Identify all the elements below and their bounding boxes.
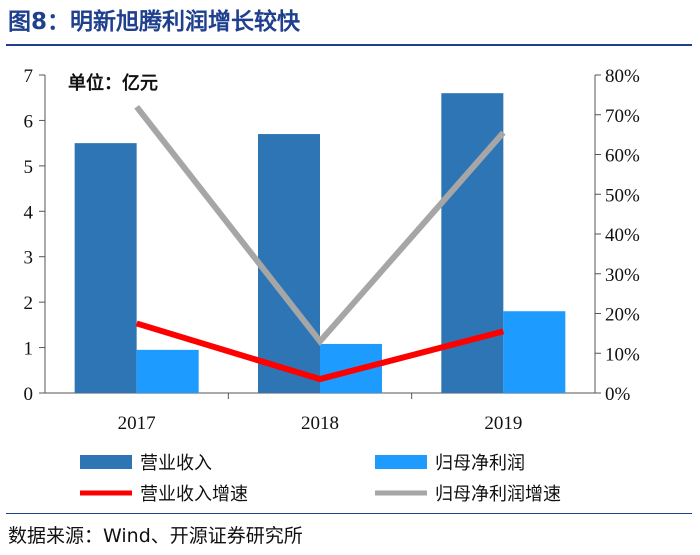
right-tick-label: 70% [605, 106, 640, 127]
legend-label: 营业收入增速 [140, 484, 248, 505]
left-tick-label: 0 [24, 384, 34, 405]
source-note: 数据来源：Wind、开源证券研究所 [8, 525, 303, 547]
title-divider [6, 44, 692, 46]
unit-label: 单位：亿元 [68, 72, 158, 94]
source-divider [6, 513, 692, 514]
right-tick-label: 20% [605, 305, 640, 326]
legend-swatch [80, 455, 132, 469]
legend-label: 归母净利润 [435, 453, 525, 474]
left-tick-label: 2 [24, 293, 34, 314]
legend-label: 归母净利润增速 [435, 484, 561, 505]
left-tick-label: 7 [24, 66, 34, 87]
bar-revenue [74, 143, 137, 393]
x-tick-label: 2018 [301, 413, 339, 434]
right-tick-label: 80% [605, 66, 640, 87]
left-tick-label: 1 [24, 339, 34, 360]
bar-net-profit [503, 311, 566, 393]
right-tick-label: 10% [605, 344, 640, 365]
left-tick-label: 6 [24, 111, 34, 132]
right-tick-label: 60% [605, 146, 640, 167]
right-tick-label: 0% [605, 384, 631, 405]
left-tick-label: 3 [24, 248, 34, 269]
bar-net-profit [136, 349, 199, 393]
right-tick-label: 40% [605, 225, 640, 246]
left-tick-label: 4 [24, 202, 34, 223]
line-revenue-growth [135, 320, 505, 383]
legend-label: 营业收入 [140, 453, 212, 474]
left-tick-label: 5 [24, 157, 34, 178]
bar-revenue [258, 134, 320, 394]
right-tick-label: 30% [605, 265, 640, 286]
page-title: 图8：明新旭腾利润增长较快 [8, 9, 301, 35]
right-tick-label: 50% [605, 185, 640, 206]
line-profit-growth [134, 104, 506, 347]
x-tick-label: 2017 [118, 413, 156, 434]
legend-swatch [375, 455, 427, 469]
x-tick-label: 2019 [484, 413, 522, 434]
